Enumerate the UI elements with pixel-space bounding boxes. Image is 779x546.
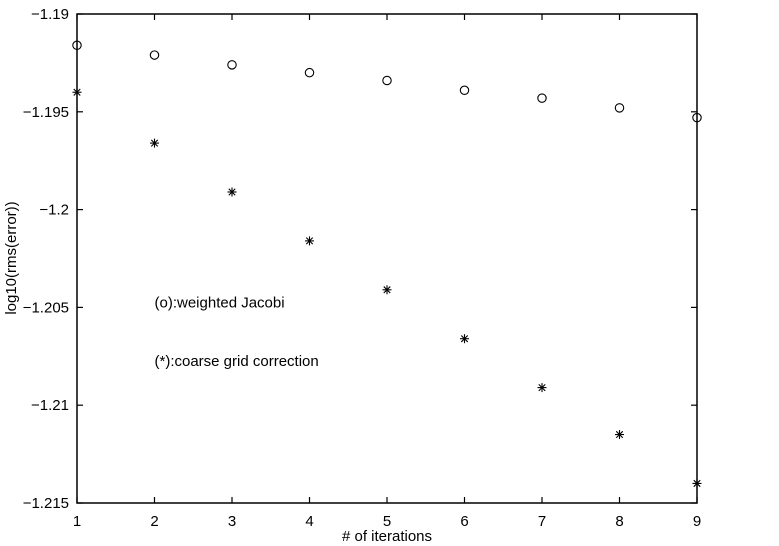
y-tick-label: −1.215 — [23, 495, 69, 512]
asterisk-marker — [305, 236, 314, 246]
asterisk-marker — [150, 138, 159, 148]
x-tick-label: 4 — [305, 513, 313, 530]
x-tick-label: 1 — [73, 513, 81, 530]
y-axis-label: log10(rms(error)) — [3, 201, 20, 314]
y-tick-label: −1.2 — [39, 202, 69, 219]
x-axis-label: # of iterations — [342, 528, 432, 545]
x-tick-label: 2 — [150, 513, 158, 530]
circle-marker — [304, 67, 315, 78]
annotations: (o):weighted Jacobi (*):coarse grid corre… — [155, 294, 319, 370]
asterisk-marker — [382, 285, 392, 295]
circle-marker — [537, 93, 547, 103]
x-tick-label: 8 — [615, 513, 623, 530]
annotation-label: (*):coarse grid correction — [155, 353, 319, 370]
circle-marker — [614, 103, 625, 113]
y-tick-label: −1.195 — [23, 104, 69, 121]
circle-marker — [459, 85, 470, 96]
y-tick-label: −1.19 — [31, 6, 69, 23]
circle-marker — [227, 60, 237, 70]
annotation-label: (o):weighted Jacobi — [155, 294, 285, 311]
x-tick-label: 6 — [460, 513, 468, 530]
circle-marker — [149, 50, 160, 60]
y-tick-label: −1.21 — [31, 397, 69, 414]
asterisk-marker — [692, 478, 702, 488]
x-tick-label: 9 — [693, 513, 701, 530]
asterisk-marker — [227, 187, 237, 197]
x-tick-label: 5 — [383, 513, 391, 530]
asterisk-marker — [615, 430, 624, 440]
circle-marker — [692, 112, 702, 123]
circle-marker — [382, 75, 392, 86]
y-axis-ticks: −1.19 −1.195 −1.2 −1.205 −1.21 −1.215 — [23, 6, 697, 512]
y-tick-label: −1.205 — [23, 299, 69, 316]
asterisk-marker — [460, 334, 469, 344]
asterisk-marker — [537, 383, 547, 393]
asterisk-marker — [72, 87, 82, 97]
plot-frame — [76, 13, 698, 504]
series-1 — [72, 40, 702, 123]
x-tick-label: 3 — [228, 513, 236, 530]
x-axis-ticks: 1 2 3 4 5 6 7 8 9 — [73, 14, 701, 530]
data-series — [72, 40, 702, 488]
circle-marker — [72, 40, 82, 51]
x-tick-label: 7 — [538, 513, 546, 530]
series-2 — [72, 87, 702, 488]
